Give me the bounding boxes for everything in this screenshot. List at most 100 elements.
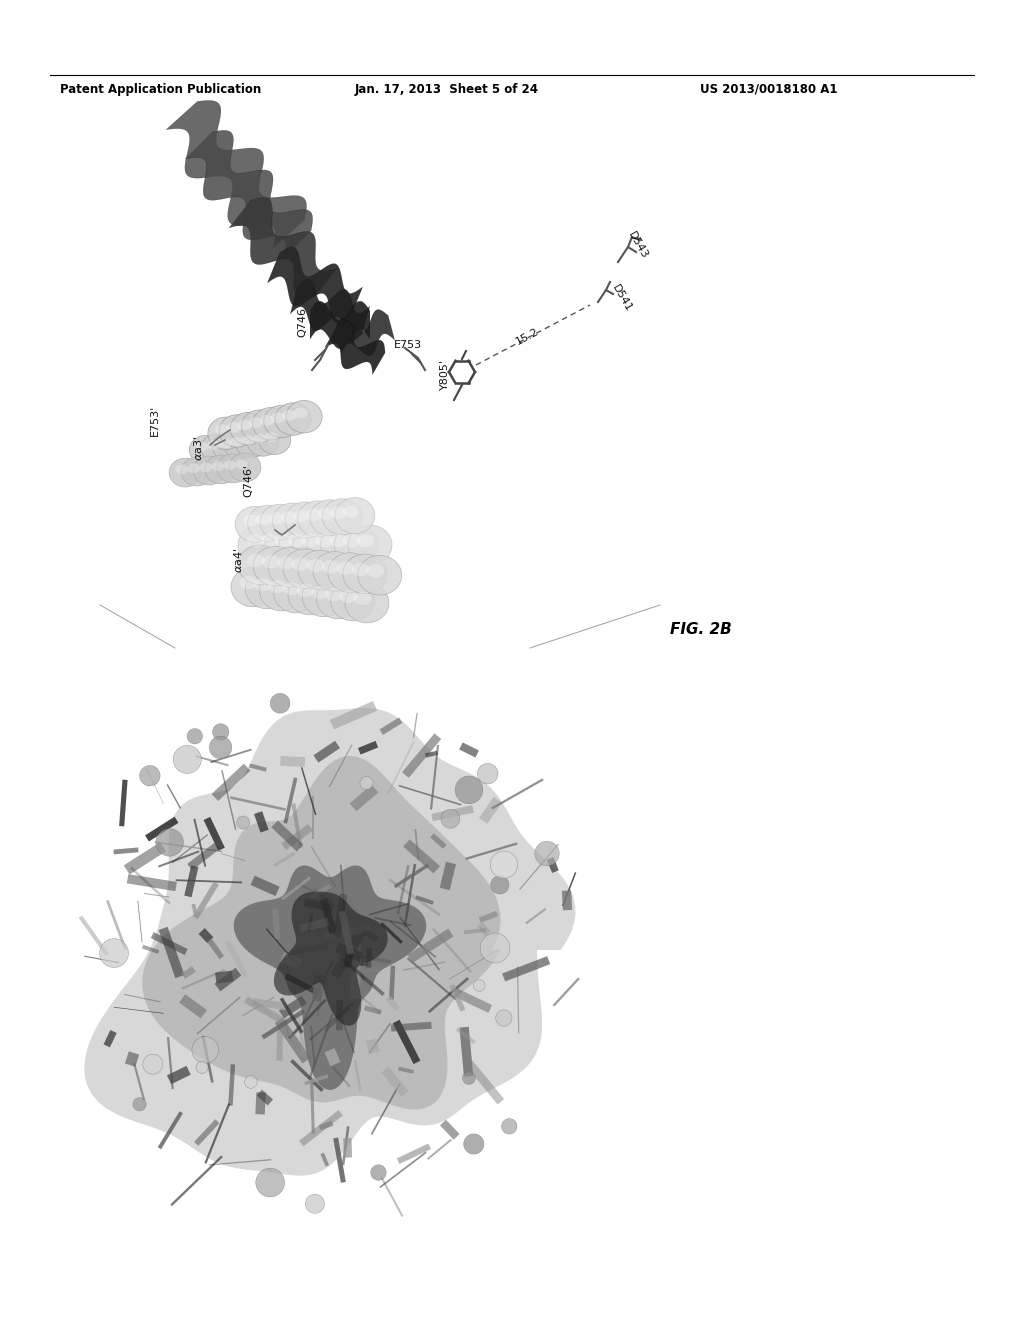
Ellipse shape	[322, 560, 339, 573]
Text: D543: D543	[627, 230, 650, 260]
Polygon shape	[547, 857, 559, 873]
Polygon shape	[229, 198, 337, 298]
Ellipse shape	[133, 1098, 146, 1111]
Ellipse shape	[302, 577, 346, 616]
Ellipse shape	[226, 422, 241, 433]
Ellipse shape	[288, 576, 332, 615]
Ellipse shape	[275, 403, 311, 436]
Ellipse shape	[265, 432, 278, 442]
Ellipse shape	[253, 546, 297, 586]
Ellipse shape	[211, 462, 224, 471]
Polygon shape	[398, 1067, 414, 1073]
Polygon shape	[179, 994, 207, 1019]
Polygon shape	[114, 847, 138, 854]
Ellipse shape	[283, 411, 297, 421]
Polygon shape	[199, 928, 213, 942]
Polygon shape	[460, 1027, 473, 1077]
Polygon shape	[299, 917, 330, 932]
Ellipse shape	[464, 1134, 484, 1154]
Polygon shape	[335, 942, 364, 962]
Ellipse shape	[230, 437, 244, 446]
Ellipse shape	[262, 556, 280, 569]
Ellipse shape	[237, 816, 250, 829]
Polygon shape	[479, 797, 502, 824]
Ellipse shape	[181, 457, 213, 486]
Ellipse shape	[239, 545, 283, 585]
Ellipse shape	[334, 525, 378, 565]
Ellipse shape	[247, 535, 264, 548]
Ellipse shape	[293, 408, 308, 418]
Ellipse shape	[335, 498, 375, 533]
Ellipse shape	[245, 1076, 257, 1088]
Ellipse shape	[311, 586, 329, 599]
Polygon shape	[402, 734, 441, 777]
Ellipse shape	[351, 562, 370, 576]
Ellipse shape	[283, 549, 327, 589]
Ellipse shape	[173, 746, 202, 774]
Ellipse shape	[283, 582, 300, 595]
Text: $\alpha$a3': $\alpha$a3'	[193, 436, 204, 461]
Polygon shape	[273, 851, 296, 867]
Ellipse shape	[212, 432, 245, 461]
Ellipse shape	[200, 462, 212, 473]
Polygon shape	[562, 891, 572, 911]
Polygon shape	[358, 741, 378, 755]
Ellipse shape	[256, 513, 271, 525]
Polygon shape	[191, 904, 198, 916]
Ellipse shape	[310, 500, 350, 536]
Polygon shape	[425, 751, 438, 758]
Polygon shape	[307, 915, 313, 932]
Polygon shape	[253, 998, 287, 1010]
Ellipse shape	[343, 554, 387, 594]
Polygon shape	[167, 1065, 190, 1084]
Ellipse shape	[243, 515, 259, 527]
Ellipse shape	[285, 502, 325, 539]
Polygon shape	[284, 777, 297, 824]
Ellipse shape	[307, 525, 351, 565]
Ellipse shape	[236, 459, 248, 469]
Polygon shape	[408, 928, 454, 962]
Ellipse shape	[253, 408, 289, 440]
Polygon shape	[466, 1060, 504, 1105]
Ellipse shape	[209, 737, 231, 759]
Ellipse shape	[213, 723, 229, 741]
Ellipse shape	[268, 579, 286, 593]
Polygon shape	[415, 895, 434, 904]
Polygon shape	[310, 301, 370, 348]
Polygon shape	[142, 945, 160, 954]
Polygon shape	[325, 1048, 341, 1067]
Polygon shape	[403, 840, 440, 874]
Ellipse shape	[208, 417, 244, 450]
Ellipse shape	[321, 525, 365, 565]
Polygon shape	[297, 1014, 305, 1053]
Ellipse shape	[274, 535, 292, 548]
Ellipse shape	[236, 429, 267, 458]
Polygon shape	[324, 925, 371, 940]
Ellipse shape	[264, 405, 300, 438]
Ellipse shape	[99, 939, 128, 968]
Polygon shape	[344, 952, 354, 968]
Polygon shape	[254, 812, 268, 833]
Polygon shape	[166, 100, 306, 248]
Ellipse shape	[337, 561, 354, 574]
Polygon shape	[276, 1030, 283, 1061]
Ellipse shape	[313, 552, 357, 591]
Polygon shape	[335, 310, 395, 355]
Ellipse shape	[331, 507, 346, 519]
Ellipse shape	[260, 504, 300, 540]
Polygon shape	[502, 956, 550, 982]
Polygon shape	[185, 131, 312, 257]
Ellipse shape	[196, 442, 209, 451]
Polygon shape	[244, 997, 285, 1024]
Polygon shape	[195, 1119, 219, 1146]
Ellipse shape	[252, 525, 296, 565]
Ellipse shape	[260, 414, 274, 425]
Polygon shape	[282, 824, 313, 850]
Ellipse shape	[307, 558, 325, 572]
Text: Patent Application Publication: Patent Application Publication	[60, 83, 261, 96]
Polygon shape	[272, 908, 281, 940]
Polygon shape	[290, 280, 370, 341]
Polygon shape	[330, 701, 377, 730]
Polygon shape	[271, 821, 303, 851]
Ellipse shape	[196, 1061, 208, 1073]
